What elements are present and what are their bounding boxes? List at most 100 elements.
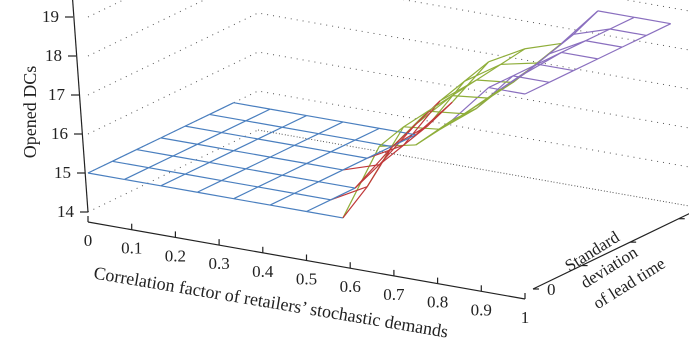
surface-line [294, 181, 319, 194]
surface-line [354, 139, 392, 148]
surface-line [330, 139, 356, 153]
x-tick-label: 0.5 [296, 270, 317, 289]
surface-line [573, 58, 599, 72]
surface-line [500, 48, 526, 65]
surface-line [160, 137, 198, 145]
surface-line [184, 113, 210, 127]
surface-line [476, 63, 502, 81]
surface-line [197, 191, 234, 200]
surface-line [342, 164, 380, 171]
surface-line [257, 174, 283, 188]
surface-line [451, 61, 490, 103]
surface-line [476, 79, 513, 84]
surface-line [330, 186, 368, 201]
surface-line [318, 133, 356, 141]
surface-line [197, 143, 234, 152]
surface-line [172, 155, 210, 163]
surface-line [646, 23, 671, 36]
surface-line [270, 156, 307, 165]
gridline [87, 0, 689, 18]
surface-line [609, 16, 635, 30]
surface-line [585, 28, 611, 42]
surface-line [537, 63, 574, 72]
x-tick-label: 0.6 [340, 277, 361, 296]
surface-line [306, 151, 332, 165]
surface-line [124, 167, 149, 180]
surface-line [233, 198, 271, 206]
surface-line [269, 192, 295, 206]
surface-line [306, 199, 332, 213]
surface-line [451, 79, 477, 97]
surface-line [367, 144, 404, 159]
surface-line [597, 46, 623, 60]
x-tick-label: 0 [84, 231, 93, 250]
gridline [87, 90, 689, 174]
grid-layer [87, 0, 689, 213]
surface-line [245, 120, 283, 128]
surface-line [160, 173, 186, 187]
surface-line [172, 143, 198, 157]
surface-line [488, 48, 526, 63]
surface-line [185, 125, 222, 134]
floor-gridline [257, 129, 689, 207]
surface-line [330, 151, 368, 159]
surface-line [488, 86, 526, 95]
surface-line [233, 102, 271, 110]
surface-line [221, 168, 247, 182]
surface-line [209, 102, 234, 115]
surface-line [524, 81, 550, 95]
surface-line [476, 88, 502, 109]
surface-line [318, 121, 344, 135]
surface-line [245, 108, 271, 122]
surface-line [427, 101, 453, 127]
gridline [87, 0, 689, 57]
surface-line [634, 16, 671, 25]
surface-line [148, 155, 174, 169]
surface-line [536, 51, 562, 65]
surface-line [463, 97, 489, 115]
surface-line [160, 125, 186, 139]
z-tick-label: 0 [547, 280, 556, 299]
z-axis [532, 213, 689, 290]
surface-line [185, 173, 222, 182]
surface-line [415, 95, 453, 125]
surface-line [209, 113, 246, 122]
y-tick-label: 14 [57, 202, 75, 221]
y-tick-label: 19 [42, 7, 59, 26]
y-tick-label: 18 [45, 46, 62, 65]
surface-line [282, 174, 319, 183]
surface-line [548, 33, 574, 55]
surface-line [270, 108, 307, 117]
x-tick-label: 0.7 [383, 285, 405, 304]
surface-line [500, 72, 526, 90]
surface-line [464, 63, 502, 82]
surface-line [245, 168, 283, 176]
surface-line [609, 28, 647, 37]
surface-line [379, 144, 416, 147]
surface-line [573, 10, 599, 35]
surface-line [427, 95, 453, 112]
surface-line [342, 186, 368, 219]
surface-line [585, 40, 623, 48]
surface-line [282, 126, 319, 135]
surface-line [366, 145, 392, 159]
surface-line [221, 131, 259, 140]
surface-line [354, 147, 392, 189]
surface-line [281, 162, 307, 176]
surface-line [354, 164, 380, 189]
surface-line [415, 100, 441, 125]
surface-line [124, 178, 161, 187]
y-tick-label: 15 [54, 163, 71, 182]
surface-line [439, 80, 465, 102]
x-tick-label: 0.3 [208, 254, 229, 273]
surface-line [257, 138, 295, 146]
surface-line [561, 51, 598, 60]
surface-line [294, 192, 331, 201]
surface-line [136, 137, 162, 151]
surface-line [160, 185, 198, 193]
x-tick-label: 1 [521, 308, 530, 327]
surface-line [403, 110, 429, 128]
surface-line [209, 150, 234, 163]
surface-line [342, 157, 368, 171]
